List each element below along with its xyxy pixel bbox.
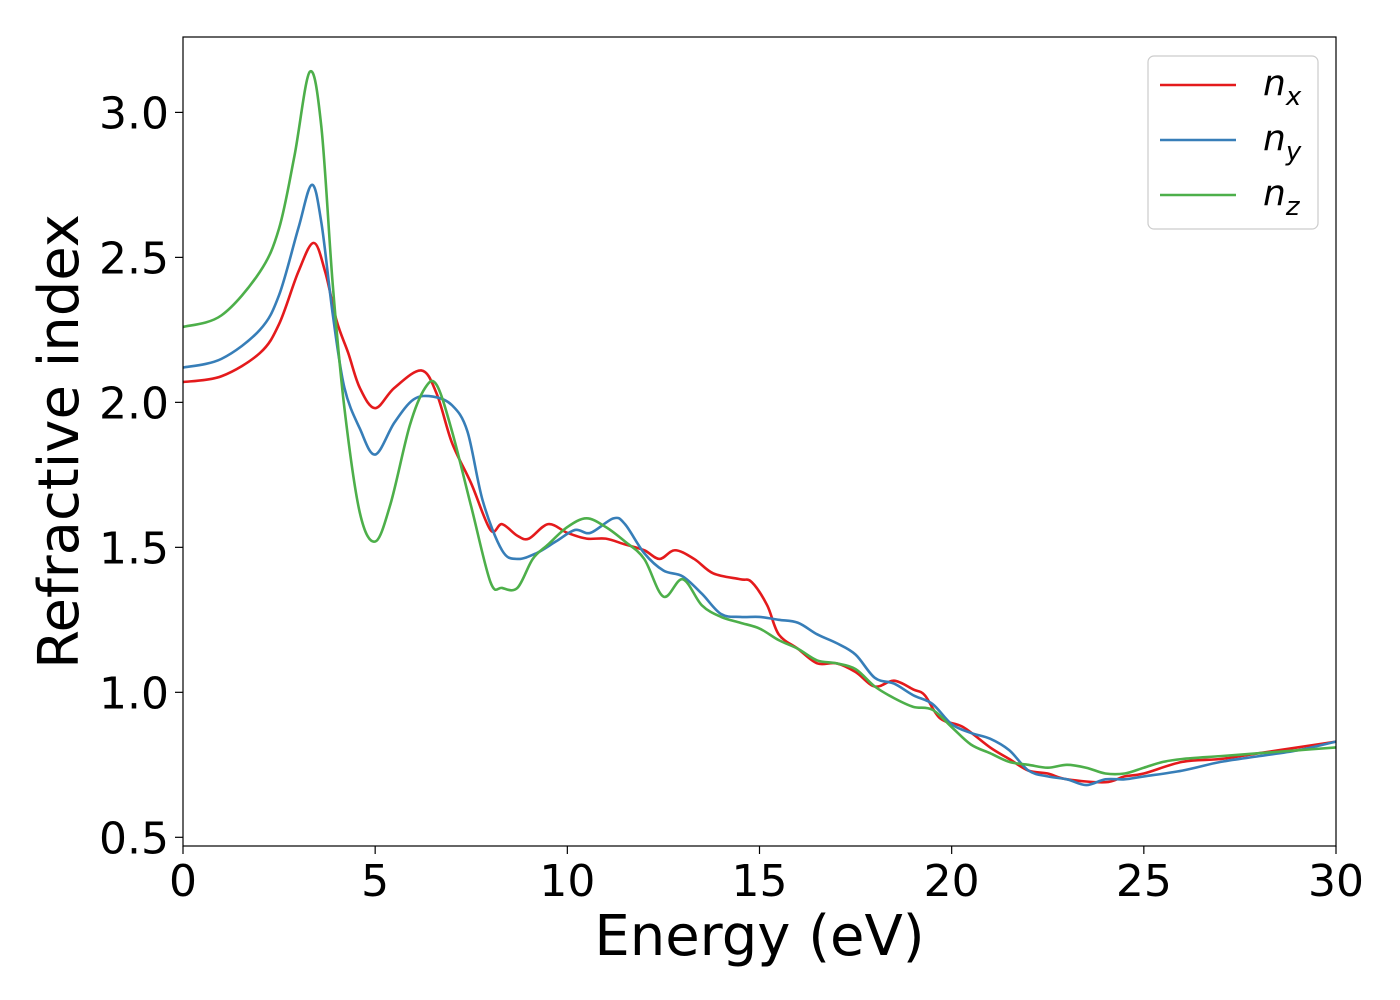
legend-box (1147, 55, 1319, 230)
y-tick-label: 0.5 (99, 813, 169, 864)
y-tick-label: 3.0 (99, 88, 169, 139)
x-tick-label: 0 (169, 856, 197, 907)
y-tick-label: 1.5 (99, 523, 169, 574)
y-axis-label: Refractive index (27, 214, 92, 669)
x-tick-label: 30 (1308, 856, 1364, 907)
x-tick-label: 10 (539, 856, 595, 907)
series-line-nx (182, 241, 1337, 784)
x-tick-label: 25 (1116, 856, 1172, 907)
series-layer (182, 69, 1337, 787)
series-line-ny (182, 183, 1337, 787)
x-axis-label: Energy (eV) (594, 904, 924, 969)
y-axis-ticks: 0.5 1.0 1.5 2.0 2.5 3.0 (99, 88, 183, 864)
y-tick-label: 1.0 (99, 668, 169, 719)
y-tick-label: 2.5 (99, 233, 169, 284)
x-tick-label: 15 (732, 856, 788, 907)
x-tick-label: 20 (924, 856, 980, 907)
y-tick-label: 2.0 (99, 378, 169, 429)
series-line-nz (182, 69, 1337, 776)
x-axis-ticks: 0 5 10 15 20 25 30 (169, 846, 1364, 907)
x-tick-label: 5 (361, 856, 389, 907)
